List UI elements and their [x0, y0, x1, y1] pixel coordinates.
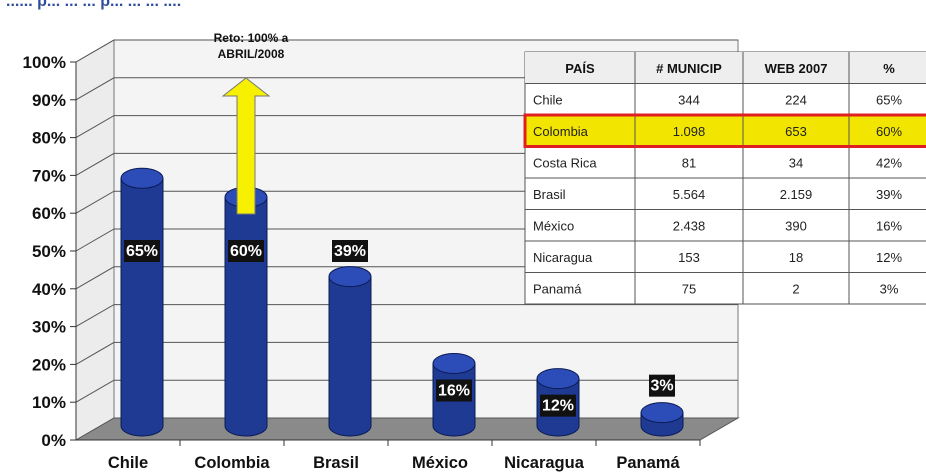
table-cell: 390 — [785, 218, 807, 233]
table-cell: México — [533, 218, 574, 233]
value-label-box — [649, 374, 675, 397]
bar-top — [432, 353, 476, 375]
table-cell: 42% — [876, 155, 902, 170]
annotation: Reto: 100% a ABRIL/2008 — [214, 31, 289, 215]
x-tick-label: Panamá — [616, 454, 680, 472]
value-label-box — [124, 240, 160, 262]
table-cell: 12% — [876, 250, 902, 265]
value-label-text: 12% — [542, 398, 574, 415]
table-cell: 75 — [682, 281, 696, 296]
annotation-line-1: Reto: 100% a — [214, 31, 289, 45]
bar-top — [328, 266, 372, 288]
floor — [74, 417, 740, 441]
table-cell: 18 — [789, 250, 803, 265]
value-label-box — [540, 394, 576, 417]
table-cell: 153 — [678, 250, 700, 265]
y-tick-label: 10% — [32, 393, 66, 412]
y-tick-label: 90% — [32, 91, 66, 110]
bar-body — [224, 196, 268, 437]
value-label: 16% — [436, 379, 472, 402]
y-axis: 0% 10% 20% 30% 40% 50% 60% 70% 80% 90% 100% — [23, 53, 77, 450]
value-label-text: 16% — [438, 383, 470, 400]
bar — [328, 266, 372, 437]
x-tick-label: México — [412, 454, 468, 472]
table-cell: 5.564 — [673, 187, 706, 202]
y-tick-label: 0% — [41, 431, 66, 450]
table-header-cell: PAÍS — [565, 61, 595, 76]
bar-top — [120, 167, 164, 189]
value-label-text: 3% — [650, 378, 673, 395]
y-tick-label: 30% — [32, 318, 66, 337]
table-cell: Panamá — [533, 281, 582, 296]
table-cell: 2.438 — [673, 218, 706, 233]
annotation-arrow — [221, 77, 271, 215]
value-label: 60% — [228, 240, 264, 262]
table-cell: Nicaragua — [533, 250, 593, 265]
table-cell: 34 — [789, 155, 803, 170]
table-header-cell: % — [883, 61, 895, 76]
x-tick-label: Nicaragua — [504, 454, 585, 472]
bar-top — [536, 368, 580, 390]
grid-line — [75, 39, 738, 63]
table-cell: 224 — [785, 92, 807, 107]
bar-body — [120, 177, 164, 437]
bar — [224, 186, 268, 437]
table-cell: 39% — [876, 187, 902, 202]
table-cell: Brasil — [533, 187, 566, 202]
annotation-line-2: ABRIL/2008 — [218, 47, 285, 61]
chart-title-fragment: ...... p... ... ... p... ... ... .... — [6, 0, 181, 10]
value-label: 39% — [332, 240, 368, 262]
grid-line — [75, 341, 738, 365]
y-tick-label: 20% — [32, 355, 66, 374]
value-label: 12% — [540, 394, 576, 417]
table-cell: 344 — [678, 92, 700, 107]
table-cell: 60% — [876, 124, 902, 139]
table-cell: 1.098 — [673, 124, 706, 139]
value-label-text: 60% — [230, 243, 262, 260]
value-label-text: 65% — [126, 243, 158, 260]
table-highlight-border — [523, 113, 926, 148]
x-axis: Chile Colombia Brasil México Nicaragua Panamá — [76, 439, 701, 472]
y-tick-label: 50% — [32, 242, 66, 261]
value-label-box — [332, 240, 368, 262]
table-header-bg — [525, 52, 926, 84]
y-tick-label: 70% — [32, 166, 66, 185]
x-tick-label: Colombia — [194, 454, 270, 472]
table-highlight-bg — [525, 115, 926, 147]
data-table: PAÍS # MUNICIP WEB 2007 % Chile 344 224 65% Colo… — [523, 51, 926, 305]
value-label-box — [228, 240, 264, 262]
x-tick-label: Brasil — [313, 454, 359, 472]
table-cell: 3% — [880, 281, 899, 296]
table-cell: 2 — [792, 281, 799, 296]
value-label: 3% — [649, 374, 675, 397]
table-cell: Chile — [533, 92, 563, 107]
y-tick-label: 100% — [23, 53, 66, 72]
table-cell: Costa Rica — [533, 155, 597, 170]
grid-line — [75, 379, 738, 403]
bars: 65% 60% 39% 16% 12% 3% — [120, 167, 684, 437]
table-header-cell: # MUNICIP — [656, 61, 722, 76]
bar-top — [640, 402, 684, 424]
bar — [640, 402, 684, 437]
bar — [120, 167, 164, 437]
table-cell: Colombia — [533, 124, 589, 139]
x-tick-label: Chile — [108, 454, 148, 472]
y-tick-label: 80% — [32, 129, 66, 148]
table-cell: 81 — [682, 155, 696, 170]
value-label-box — [436, 379, 472, 402]
table-cell: 16% — [876, 218, 902, 233]
bar-body — [328, 276, 372, 437]
grid-line — [75, 304, 738, 328]
y-tick-label: 40% — [32, 280, 66, 299]
table-header-cell: WEB 2007 — [765, 61, 828, 76]
value-label: 65% — [124, 240, 160, 262]
y-tick-label: 60% — [32, 204, 66, 223]
table-cell: 653 — [785, 124, 807, 139]
table-cell: 65% — [876, 92, 902, 107]
table-cell: 2.159 — [780, 187, 813, 202]
value-label-text: 39% — [334, 243, 366, 260]
